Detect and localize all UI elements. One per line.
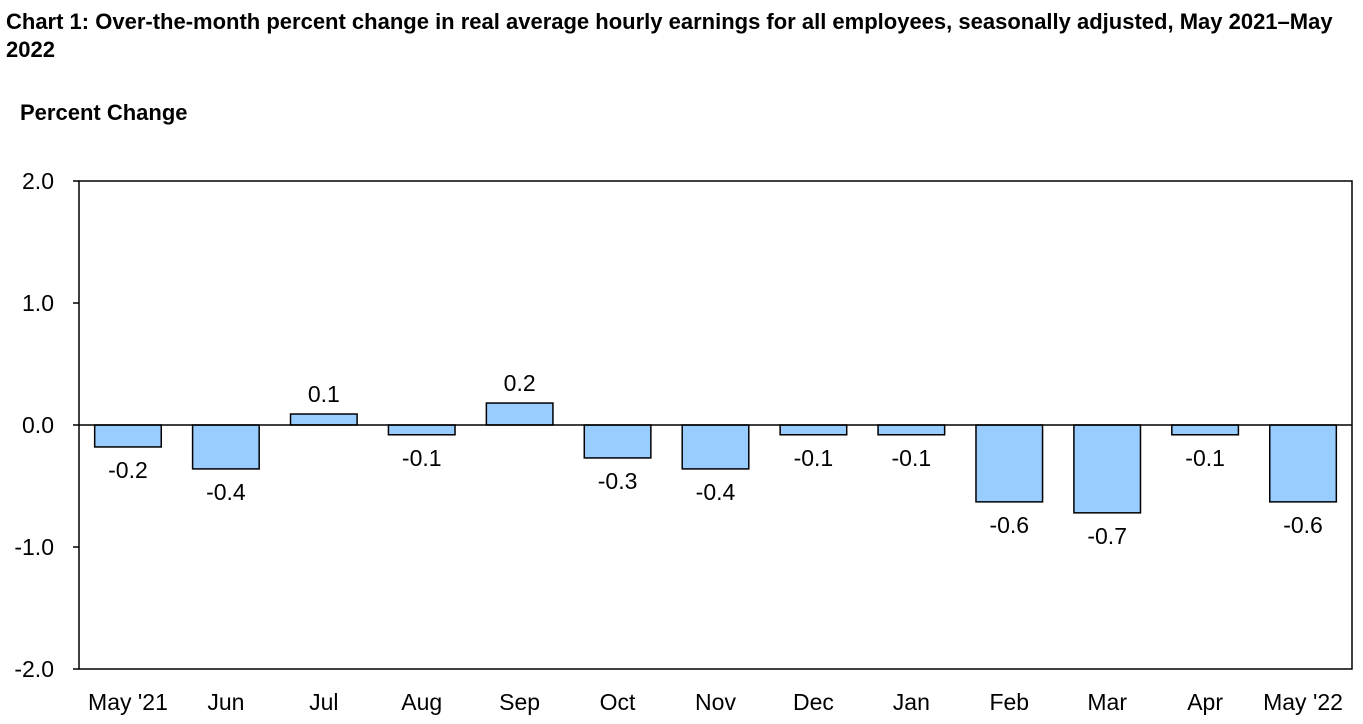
bar-4	[485, 402, 554, 426]
data-label-9: -0.6	[989, 512, 1029, 538]
y-tick-label-1: 1.0	[22, 290, 54, 316]
data-label-12: -0.6	[1283, 512, 1323, 538]
bar-11	[1171, 424, 1240, 436]
x-tick-label-3: Aug	[401, 689, 442, 715]
x-tick-label-2: Jul	[309, 689, 338, 715]
y-axis-label: Percent Change	[20, 100, 188, 125]
chart-title: Chart 1: Over-the-month percent change i…	[6, 9, 1333, 62]
data-labels-layer: -0.2 -0.4 0.1 -0.1 0.2 -0.3 -0.4 -0.1 -0.1 -0.6 -0…	[108, 370, 1323, 549]
bar-2	[289, 413, 358, 426]
x-tick-label-7: Dec	[793, 689, 834, 715]
x-tick-label-11: Apr	[1187, 689, 1223, 715]
data-label-3: -0.1	[402, 445, 442, 471]
y-tick-label-0: 2.0	[22, 168, 54, 194]
x-tick-label-10: Mar	[1087, 689, 1127, 715]
data-label-8: -0.1	[892, 445, 932, 471]
data-label-5: -0.3	[598, 468, 638, 494]
data-label-0: -0.2	[108, 457, 148, 483]
x-tick-label-1: Jun	[207, 689, 244, 715]
bar-3	[387, 424, 456, 436]
data-label-1: -0.4	[206, 479, 246, 505]
bars-layer	[93, 402, 1338, 514]
bar-8	[877, 424, 946, 436]
data-label-4: 0.2	[504, 370, 536, 396]
y-tick-label-2: 0.0	[22, 412, 54, 438]
data-label-7: -0.1	[794, 445, 834, 471]
bar-0	[93, 424, 163, 448]
y-tick-label-3: -1.0	[14, 534, 54, 560]
x-tick-label-0: May '21	[88, 689, 168, 715]
bar-6	[681, 424, 750, 470]
x-tick-label-12: May '22	[1263, 689, 1343, 715]
x-tick-label-5: Oct	[600, 689, 636, 715]
bar-5	[583, 424, 652, 459]
x-tick-label-9: Feb	[989, 689, 1029, 715]
data-label-6: -0.4	[696, 479, 736, 505]
data-label-11: -0.1	[1185, 445, 1225, 471]
bar-12	[1268, 424, 1338, 503]
bar-10	[1073, 424, 1142, 514]
bar-1	[191, 424, 260, 470]
bar-7	[779, 424, 848, 436]
data-label-2: 0.1	[308, 381, 340, 407]
y-tick-label-4: -2.0	[14, 656, 54, 682]
x-tick-label-6: Nov	[695, 689, 736, 715]
bar-9	[975, 424, 1044, 503]
x-tick-label-8: Jan	[893, 689, 930, 715]
data-label-10: -0.7	[1087, 523, 1127, 549]
axes-layer: 2.0 1.0 0.0 -1.0 -2.0 May '21 Jun Jul Aug Sep Oct N…	[14, 168, 1353, 715]
x-tick-label-4: Sep	[499, 689, 540, 715]
